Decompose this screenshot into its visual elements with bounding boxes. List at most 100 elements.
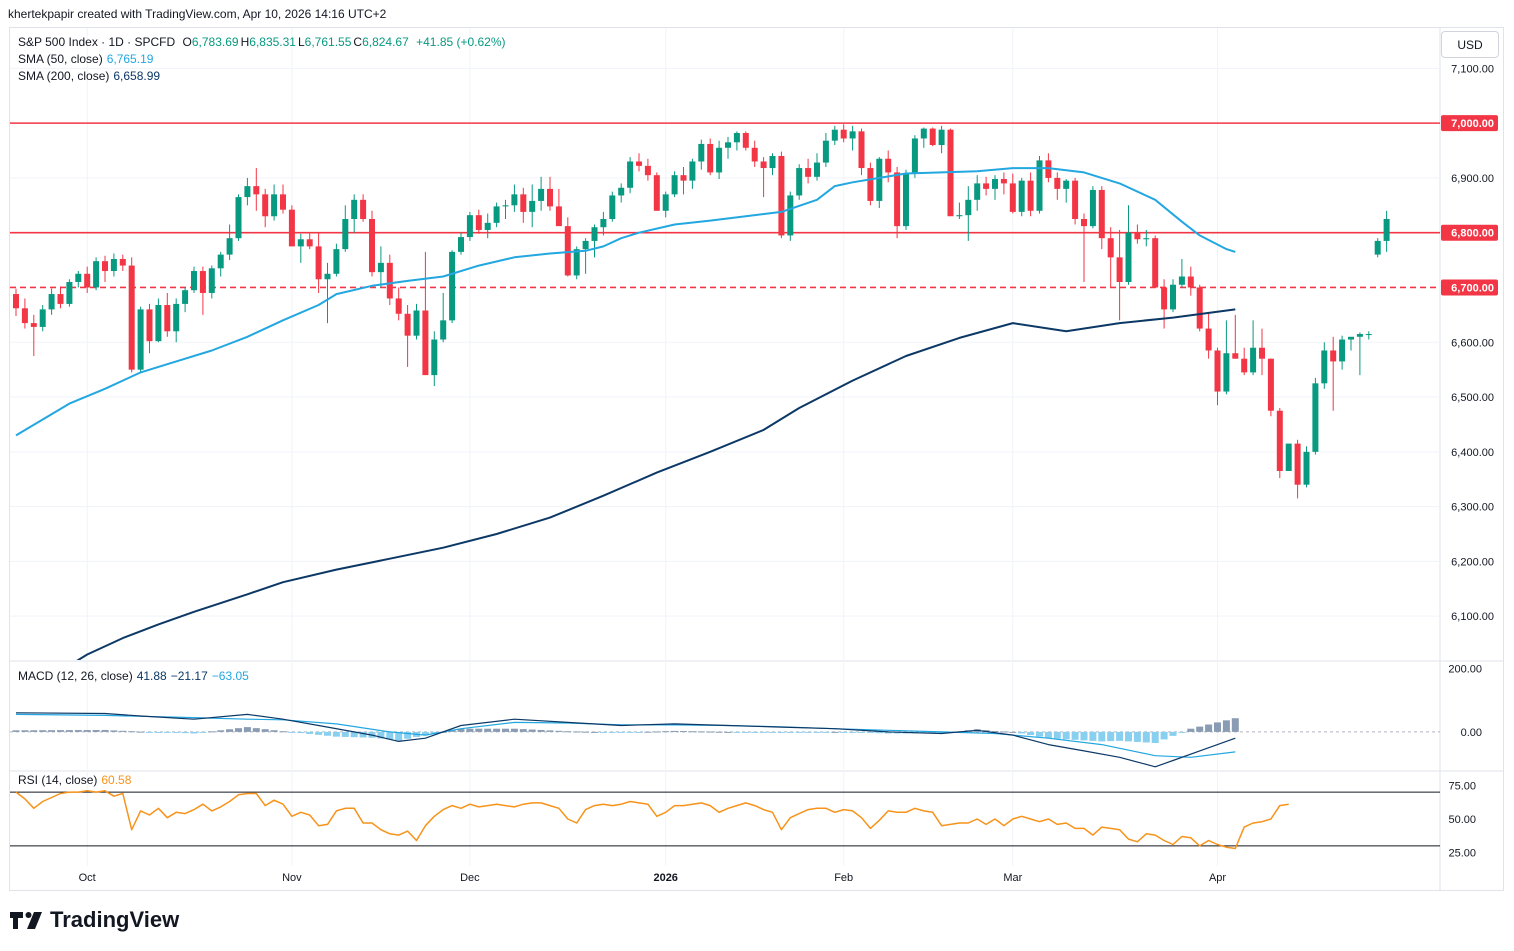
candle-body <box>627 161 634 188</box>
candle-body <box>538 188 545 201</box>
main-legend: S&P 500 Index · 1D · SPCFD O6,783.69 H6,8… <box>18 35 506 49</box>
currency-button[interactable]: USD <box>1441 31 1499 58</box>
ohlc-c: C6,824.67 <box>353 35 409 49</box>
brand-logo: TradingView <box>10 907 179 933</box>
level-label: 7,000.00 <box>1451 118 1494 130</box>
candle-body <box>1107 238 1114 258</box>
candle-body <box>1267 358 1274 411</box>
candle-body <box>1027 180 1034 211</box>
macd-histogram-bar <box>226 729 234 732</box>
candle-body <box>449 251 456 321</box>
candle-body <box>1187 276 1194 288</box>
candle-body <box>1241 358 1248 373</box>
macd-histogram-bar <box>582 731 590 733</box>
rsi-legend: RSI (14, close) 60.58 <box>18 773 131 787</box>
candle-body <box>146 309 153 342</box>
candle-body <box>689 161 696 181</box>
candle-body <box>1116 257 1123 282</box>
candle-body <box>1348 336 1354 340</box>
macd-histogram-bar <box>804 731 812 733</box>
candle-body <box>929 128 936 146</box>
candle-body <box>965 199 972 216</box>
candle-body <box>547 188 553 207</box>
macd-histogram-bar <box>608 731 616 733</box>
candle-body <box>164 305 171 332</box>
candle-body <box>475 215 482 230</box>
macd-histogram-bar <box>235 728 242 732</box>
candle-body <box>555 206 562 227</box>
macd-histogram-bar <box>831 731 839 733</box>
candle-body <box>1063 180 1070 189</box>
candle-body <box>1214 350 1221 392</box>
candle-body <box>618 187 625 196</box>
price-tick-label: 6,100.00 <box>1451 611 1494 623</box>
macd-histogram-bar <box>760 731 768 733</box>
candle-body <box>938 129 945 146</box>
candle-body <box>511 194 518 206</box>
price-tick-label: 6,400.00 <box>1451 447 1494 459</box>
candle-body <box>671 175 678 195</box>
macd-histogram-bar <box>12 730 20 732</box>
sma50-line <box>15 167 1236 437</box>
brand-name: TradingView <box>50 907 180 932</box>
candle-body <box>1170 284 1176 310</box>
change-value: +41.85 (+0.62%) <box>416 35 506 49</box>
candle-body <box>1285 443 1292 471</box>
macd-histogram-bar <box>430 731 438 734</box>
time-axis-label: 2026 <box>653 872 677 884</box>
sma-layer <box>15 167 1236 660</box>
candle-body <box>315 246 322 280</box>
sma200-legend: SMA (200, close) 6,658.99 <box>18 69 160 83</box>
macd-signal-line <box>15 713 1236 758</box>
sma50-legend: SMA (50, close) 6,765.19 <box>18 52 153 66</box>
macd-histogram-bar <box>1098 731 1106 742</box>
macd-tick-label: 200.00 <box>1448 663 1482 675</box>
macd-histogram-bar <box>217 730 225 732</box>
candle-body <box>600 219 607 228</box>
candle-body <box>155 305 162 342</box>
rsi-tick-label: 25.00 <box>1448 848 1476 860</box>
candle-body <box>520 194 527 212</box>
macd-histogram-bar <box>599 731 607 733</box>
candle-body <box>1374 240 1381 255</box>
candle-body <box>93 261 100 288</box>
candle-body <box>351 199 358 219</box>
sma200-value: 6,658.99 <box>113 69 161 83</box>
price-tick-label: 6,600.00 <box>1451 337 1494 349</box>
macd-histogram-bar <box>519 729 527 732</box>
candle-body <box>484 222 491 230</box>
macd-histogram-bar <box>1231 718 1239 732</box>
macd-histogram-bar <box>1062 731 1070 740</box>
candle-body <box>716 147 723 173</box>
candle-body <box>1152 238 1159 288</box>
macd-histogram-bar <box>555 730 563 732</box>
candle-body <box>57 294 64 304</box>
macd-histogram-bar <box>74 730 82 732</box>
macd-histogram-bar <box>1214 722 1221 732</box>
rsi-layer <box>10 790 1440 850</box>
macd-histogram-bar <box>315 731 323 735</box>
candle-body <box>760 161 767 169</box>
macd-histogram-bar <box>1036 731 1043 737</box>
candle-body <box>876 158 883 201</box>
candle-body <box>1045 160 1052 178</box>
candle-body <box>1223 353 1230 392</box>
candle-body <box>1161 287 1168 310</box>
macd-histogram-bar <box>733 731 741 733</box>
macd-histogram-bar <box>466 728 474 732</box>
candle-body <box>395 298 402 314</box>
candle-body <box>787 195 794 236</box>
candle-body <box>894 172 901 227</box>
candle-body <box>1276 410 1283 471</box>
candle-body <box>431 339 438 376</box>
macd-histogram-bar <box>181 731 189 734</box>
macd-histogram-bar <box>786 731 794 733</box>
candle-body <box>903 173 909 227</box>
macd-histogram-bar <box>528 729 536 732</box>
candle-body <box>324 273 331 280</box>
candle-body <box>48 294 55 310</box>
candles-layer <box>13 124 1390 499</box>
time-axis-label: Feb <box>834 872 853 884</box>
candle-body <box>1143 238 1150 240</box>
